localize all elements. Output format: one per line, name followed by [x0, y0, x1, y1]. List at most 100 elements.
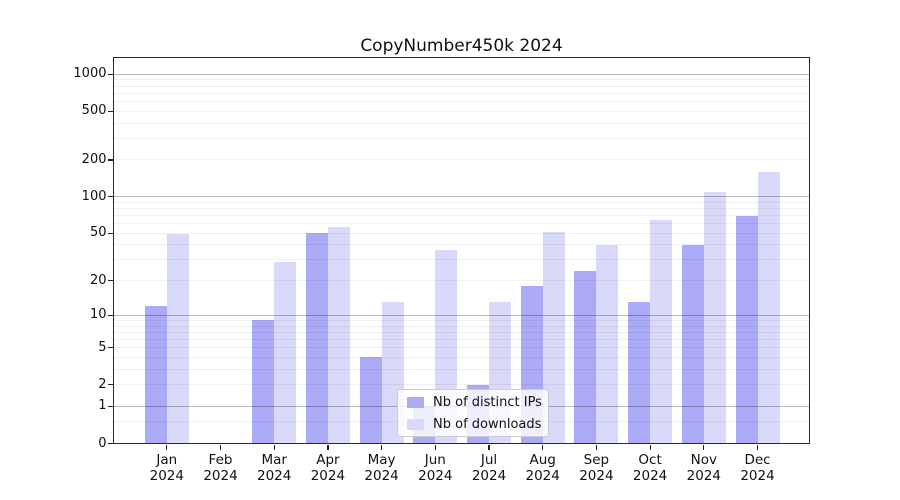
legend-swatch-distinct-ips-icon: [407, 396, 424, 408]
legend-item-distinct-ips: Nb of distinct IPs: [398, 393, 548, 412]
bar-downloads-dec: [757, 171, 780, 444]
x-tick-month: Dec: [744, 452, 771, 468]
x-tick-label-may: May 2024: [350, 452, 414, 484]
x-tick-label-dec: Dec 2024: [726, 452, 790, 484]
minor-gridline: [114, 92, 809, 94]
y-tick-label-10: 10: [89, 307, 107, 323]
x-tick-mark-sep: [595, 444, 598, 450]
x-tick-month: Feb: [208, 452, 233, 468]
y-tick-label-500: 500: [81, 103, 107, 119]
minor-gridline: [114, 159, 809, 161]
x-tick-year: 2024: [418, 468, 453, 484]
bar-distinct-ips-dec: [735, 215, 758, 444]
x-tick-label-sep: Sep 2024: [564, 452, 628, 484]
y-tick-mark-1: [108, 405, 113, 408]
x-tick-year: 2024: [579, 468, 614, 484]
x-tick-month: Aug: [529, 452, 556, 468]
x-tick-mark-feb: [219, 444, 222, 450]
x-tick-label-jan: Jan 2024: [135, 452, 199, 484]
y-tick-label-0: 0: [98, 435, 107, 451]
x-tick-month: Nov: [690, 452, 717, 468]
x-tick-mark-oct: [649, 444, 651, 450]
x-tick-mark-jan: [166, 444, 168, 450]
bar-downloads-jan: [166, 234, 189, 444]
minor-gridline: [114, 122, 809, 124]
x-tick-mark-aug: [542, 444, 544, 450]
legend-label-distinct-ips: Nb of distinct IPs: [433, 394, 542, 410]
x-tick-month: Sep: [583, 452, 610, 468]
y-tick-mark-100: [108, 196, 113, 198]
minor-gridline: [114, 100, 809, 102]
legend-item-downloads: Nb of downloads: [398, 415, 548, 434]
y-tick-mark-0: [108, 442, 113, 445]
minor-gridline: [114, 85, 809, 87]
y-tick-label-2: 2: [98, 376, 107, 392]
bar-distinct-ips-nov: [681, 244, 704, 444]
major-gridline-1000: [114, 73, 809, 75]
y-tick-mark-1000: [108, 73, 113, 75]
x-tick-mark-nov: [703, 444, 705, 450]
y-tick-label-50: 50: [89, 225, 107, 241]
y-tick-label-1: 1: [98, 398, 107, 414]
x-tick-month: Mar: [261, 452, 287, 468]
x-tick-year: 2024: [632, 468, 668, 484]
x-tick-month: Oct: [638, 452, 662, 468]
bar-downloads-mar: [274, 261, 297, 444]
x-tick-label-jul: Jul 2024: [457, 452, 521, 484]
y-tick-label-100: 100: [81, 188, 107, 204]
y-tick-mark-20: [108, 280, 113, 282]
y-tick-mark-5: [108, 347, 113, 349]
minor-gridline: [114, 79, 809, 81]
x-tick-mark-apr: [327, 444, 329, 450]
y-tick-mark-2: [108, 384, 113, 386]
x-tick-year: 2024: [525, 468, 560, 484]
bar-distinct-ips-mar: [252, 320, 275, 444]
bar-downloads-oct: [650, 219, 673, 444]
y-tick-label-200: 200: [81, 151, 107, 167]
minor-gridline: [114, 110, 809, 112]
x-tick-year: 2024: [686, 468, 721, 484]
bar-downloads-apr: [327, 227, 350, 444]
x-tick-label-feb: Feb 2024: [189, 452, 253, 484]
x-tick-label-aug: Aug 2024: [511, 452, 575, 484]
y-tick-mark-200: [108, 159, 113, 161]
legend-label-downloads: Nb of downloads: [433, 416, 542, 432]
x-tick-year: 2024: [310, 468, 346, 484]
x-tick-mark-jun: [434, 444, 436, 450]
x-tick-label-nov: Nov 2024: [672, 452, 736, 484]
x-tick-mark-mar: [273, 444, 275, 450]
x-tick-month: Jan: [156, 452, 178, 468]
bar-distinct-ips-jan: [144, 306, 167, 444]
x-tick-year: 2024: [203, 468, 238, 484]
y-tick-label-1000: 1000: [73, 66, 107, 82]
chart-title: CopyNumber450k 2024: [360, 36, 563, 56]
y-tick-mark-50: [108, 232, 113, 234]
x-tick-label-jun: Jun 2024: [403, 452, 467, 484]
x-tick-label-mar: Mar 2024: [242, 452, 306, 484]
x-tick-mark-jul: [488, 444, 490, 450]
bar-distinct-ips-oct: [628, 302, 651, 444]
x-tick-label-oct: Oct 2024: [618, 452, 682, 484]
x-tick-year: 2024: [471, 468, 507, 484]
x-tick-year: 2024: [257, 468, 292, 484]
bar-distinct-ips-may: [359, 357, 382, 444]
bar-downloads-nov: [703, 191, 726, 444]
bar-distinct-ips-sep: [574, 271, 597, 444]
x-tick-month: Apr: [316, 452, 340, 468]
y-tick-mark-10: [108, 314, 113, 316]
x-tick-month: May: [367, 452, 396, 468]
x-tick-label-apr: Apr 2024: [296, 452, 360, 484]
bar-downloads-sep: [596, 244, 619, 444]
y-tick-mark-500: [108, 110, 113, 112]
x-tick-month: Jun: [424, 452, 446, 468]
legend-swatch-downloads-icon: [407, 418, 424, 430]
minor-gridline: [114, 137, 809, 139]
x-tick-mark-may: [381, 444, 383, 450]
legend: Nb of distinct IPs Nb of downloads: [397, 389, 549, 437]
y-tick-label-20: 20: [89, 272, 107, 288]
x-tick-year: 2024: [364, 468, 399, 484]
x-tick-year: 2024: [149, 468, 184, 484]
x-tick-mark-dec: [756, 444, 759, 450]
bar-distinct-ips-apr: [305, 233, 328, 444]
